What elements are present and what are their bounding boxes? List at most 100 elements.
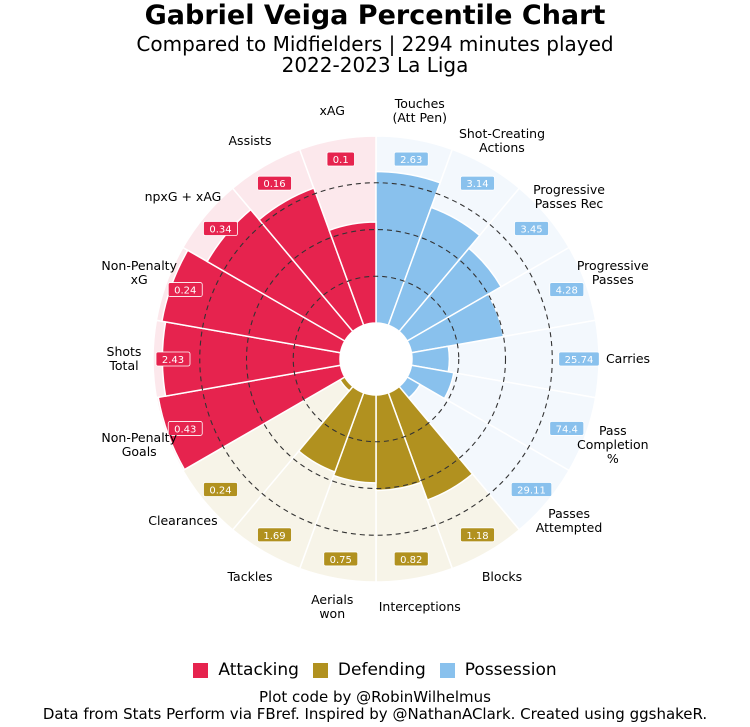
footer-source: Data from Stats Perform via FBref. Inspi… (42, 705, 708, 723)
value-label: 0.34 (209, 225, 231, 236)
legend-item-possession: Possession (439, 660, 557, 680)
value-label: 0.24 (174, 286, 196, 297)
metric-label-line: Completion (577, 437, 649, 452)
value-label: 74.4 (556, 424, 578, 435)
metric-label: Non-Penalty xG (101, 258, 177, 287)
value-badge (393, 151, 429, 167)
value-label: 0.82 (400, 555, 422, 566)
metric-label-line: Blocks (482, 569, 522, 584)
metric-label: Interceptions (379, 599, 461, 614)
value-badge (257, 527, 292, 543)
metric-label-line: Goals (122, 444, 157, 459)
metric-label-line: Shot-Creating (459, 126, 545, 141)
metric-label-line: Passes Rec (535, 196, 604, 211)
metric-label-line: Shots (107, 344, 142, 359)
metric-label-line: Carries (606, 351, 650, 366)
metric-label: Tackles (226, 569, 272, 584)
value-label: 0.75 (330, 555, 352, 566)
metric-label-line: Interceptions (379, 599, 461, 614)
value-badge (549, 421, 585, 436)
metric-label-line: Attempted (536, 520, 602, 535)
value-label: 3.14 (466, 179, 488, 190)
value-label: 25.74 (565, 355, 594, 366)
metric-label-line: Tackles (226, 569, 272, 584)
gridline-circle (292, 275, 460, 443)
value-badge (203, 482, 238, 497)
value-label: 4.28 (556, 286, 578, 297)
metric-label-line: Progressive (577, 258, 649, 273)
metric-label-line: xG (131, 272, 148, 287)
value-badge (155, 351, 191, 367)
value-label: 2.43 (162, 355, 184, 366)
metric-label-line: won (319, 606, 345, 621)
metric-label-line: (Att Pen) (392, 110, 447, 125)
value-badge (514, 221, 549, 236)
metric-label-line: Passes (592, 272, 634, 287)
metric-label-line: % (607, 451, 619, 466)
metric-label: npxG + xAG (145, 189, 222, 204)
chart-season: 2022-2023 La Liga (281, 53, 469, 77)
metric-label-line: Pass (599, 423, 627, 438)
metric-label: xAG (320, 103, 345, 118)
gridline-circle (245, 228, 507, 490)
metric-label: Carries (606, 351, 650, 366)
value-label: 0.1 (333, 155, 349, 166)
metric-label: Non-Penalty Goals (101, 430, 177, 459)
metric-label-line: Non-Penalty (101, 430, 177, 445)
metric-label: Shot-Creating Actions (459, 126, 545, 155)
metric-label: Progressive Passes (577, 258, 649, 287)
value-badge (167, 421, 203, 436)
value-label: 2.63 (400, 155, 422, 166)
value-badge (549, 282, 585, 297)
legend-swatch (439, 662, 455, 678)
value-label: 29.11 (517, 485, 546, 496)
legend-item-attacking: Attacking (193, 660, 299, 680)
metric-label-line: Clearances (148, 513, 217, 528)
value-badge (257, 175, 292, 191)
value-badge (167, 282, 203, 297)
legend-item-defending: Defending (312, 660, 426, 680)
value-badge (326, 151, 355, 167)
metric-label-line: Aerials (311, 592, 353, 607)
metric-label: Progressive Passes Rec (533, 182, 605, 211)
metric-label: Aerials won (311, 592, 353, 621)
legend: Attacking Defending Possession (0, 660, 750, 680)
legend-swatch (193, 662, 209, 678)
value-label: 1.18 (466, 531, 488, 542)
value-badge (203, 221, 238, 236)
metric-label-line: Progressive (533, 182, 605, 197)
metric-label: Passes Attempted (536, 506, 602, 535)
metric-label-line: Total (108, 358, 138, 373)
legend-swatch (312, 662, 328, 678)
metric-label-line: Assists (229, 133, 272, 148)
metric-label: Touches (Att Pen) (392, 96, 447, 125)
value-badge (460, 175, 495, 191)
metric-label-line: Touches (394, 96, 445, 111)
metric-label: Clearances (148, 513, 217, 528)
legend-label: Attacking (218, 660, 299, 680)
metric-label: Shots Total (107, 344, 142, 373)
metric-label-line: Passes (548, 506, 590, 521)
metric-label: Blocks (482, 569, 522, 584)
legend-label: Defending (337, 660, 426, 680)
center-hole (340, 323, 412, 395)
value-label: 3.45 (520, 225, 542, 236)
value-badge (558, 351, 600, 367)
metric-label-line: Non-Penalty (101, 258, 177, 273)
metric-label-line: Actions (479, 140, 525, 155)
value-badge (323, 551, 359, 567)
polar-chart: 2.63 Touches (Att Pen) 3.14 Shot-Creating Act… (101, 96, 650, 621)
value-label: 1.69 (263, 531, 285, 542)
value-label: 0.24 (209, 485, 231, 496)
metric-label-line: npxG + xAG (145, 189, 222, 204)
chart-title: Gabriel Veiga Percentile Chart (144, 0, 606, 31)
value-badge (393, 551, 429, 567)
chart-subtitle: Compared to Midfielders | 2294 minutes p… (136, 32, 614, 56)
metric-label: Pass Completion% (577, 423, 649, 466)
metric-label-line: xAG (320, 103, 345, 118)
footer-credit: Plot code by @RobinWilhelmus (259, 688, 491, 706)
value-badge (510, 482, 553, 497)
value-label: 0.43 (174, 424, 196, 435)
value-badge (460, 527, 495, 543)
